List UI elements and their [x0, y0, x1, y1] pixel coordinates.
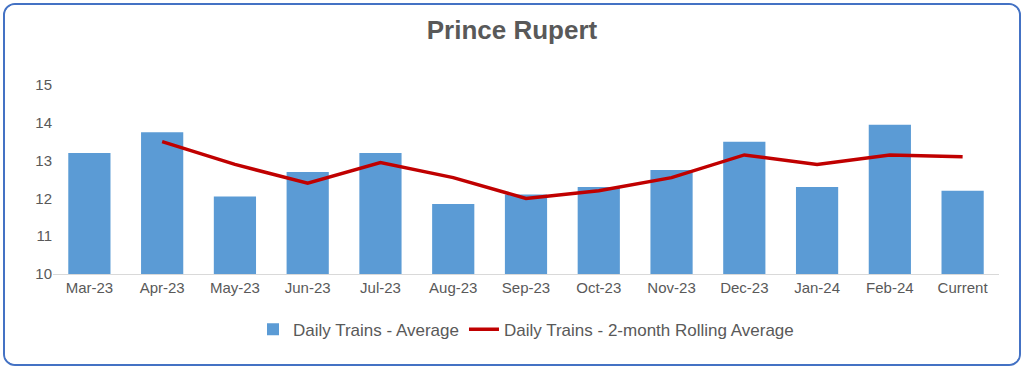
- svg-text:14: 14: [35, 114, 52, 131]
- svg-text:Aug-23: Aug-23: [429, 279, 477, 296]
- svg-text:15: 15: [35, 76, 52, 93]
- svg-text:Jun-23: Jun-23: [285, 279, 331, 296]
- svg-text:Apr-23: Apr-23: [140, 279, 185, 296]
- svg-text:Current: Current: [938, 279, 989, 296]
- svg-text:Jan-24: Jan-24: [794, 279, 840, 296]
- svg-text:May-23: May-23: [210, 279, 260, 296]
- svg-text:10: 10: [35, 265, 52, 282]
- svg-text:Feb-24: Feb-24: [866, 279, 914, 296]
- svg-text:11: 11: [36, 227, 52, 244]
- svg-text:12: 12: [35, 190, 52, 207]
- svg-text:Daily Trains - Average: Daily Trains - Average: [293, 321, 459, 340]
- svg-text:13: 13: [35, 152, 52, 169]
- svg-text:Nov-23: Nov-23: [647, 279, 695, 296]
- svg-text:Mar-23: Mar-23: [66, 279, 114, 296]
- svg-text:Dec-23: Dec-23: [720, 279, 768, 296]
- svg-text:Sep-23: Sep-23: [502, 279, 550, 296]
- svg-text:Oct-23: Oct-23: [576, 279, 621, 296]
- svg-text:Jul-23: Jul-23: [360, 279, 401, 296]
- svg-text:Daily Trains - 2-month Rolling: Daily Trains - 2-month Rolling Average: [504, 321, 794, 340]
- svg-text:Prince Rupert: Prince Rupert: [427, 15, 598, 45]
